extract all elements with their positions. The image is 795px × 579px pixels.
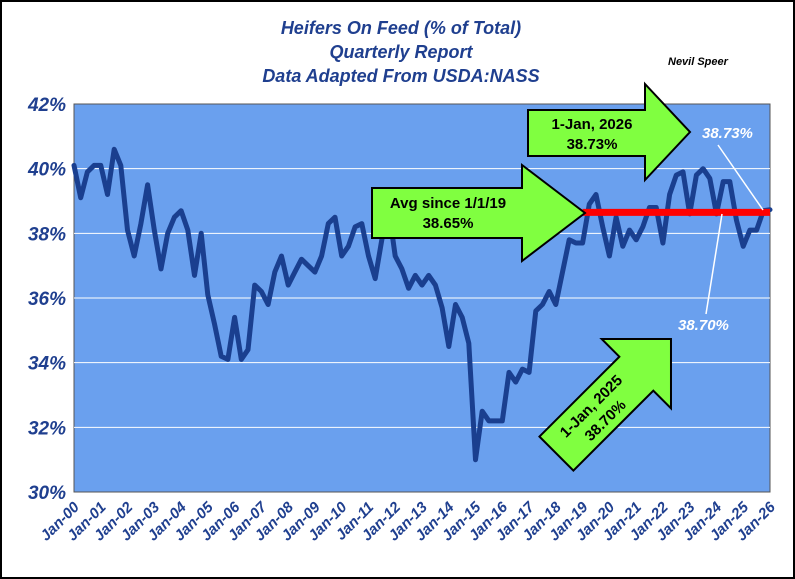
chart-title-line-3: Data Adapted From USDA:NASS [262,66,539,86]
value-label-2025: 38.70% [678,317,729,334]
y-tick-label: 42% [27,95,66,116]
y-tick-label: 38% [28,224,66,245]
y-tick-label: 32% [28,418,66,439]
jan2026-arrow-label-1: 1-Jan, 2026 [552,116,633,133]
chart-title-line-2: Quarterly Report [329,42,473,62]
x-axis-ticks: Jan-00Jan-01Jan-02Jan-03Jan-04Jan-05Jan-… [37,498,779,544]
value-label-2026: 38.73% [702,125,753,142]
jan2026-arrow-label-2: 38.73% [567,136,618,153]
jan2026-arrow [527,81,692,183]
y-tick-label: 30% [28,483,66,504]
y-tick-label: 34% [28,354,66,375]
callout-connector-2025 [705,213,723,315]
jan2025-arrow [538,338,672,472]
y-tick-label: 40% [27,160,66,181]
callout-connector-2026 [717,144,764,211]
chart-title-line-1: Heifers On Feed (% of Total) [281,18,521,38]
author-label: Nevil Speer [668,56,729,68]
y-tick-label: 36% [28,289,66,310]
avg-arrow-label-1: Avg since 1/1/19 [390,195,506,212]
avg-arrow-label-2: 38.65% [423,215,474,232]
y-axis-ticks: 30% 32% 34% 36% 38% 40% 42% [27,95,66,504]
series-line [71,146,773,463]
avg-arrow [371,162,587,264]
